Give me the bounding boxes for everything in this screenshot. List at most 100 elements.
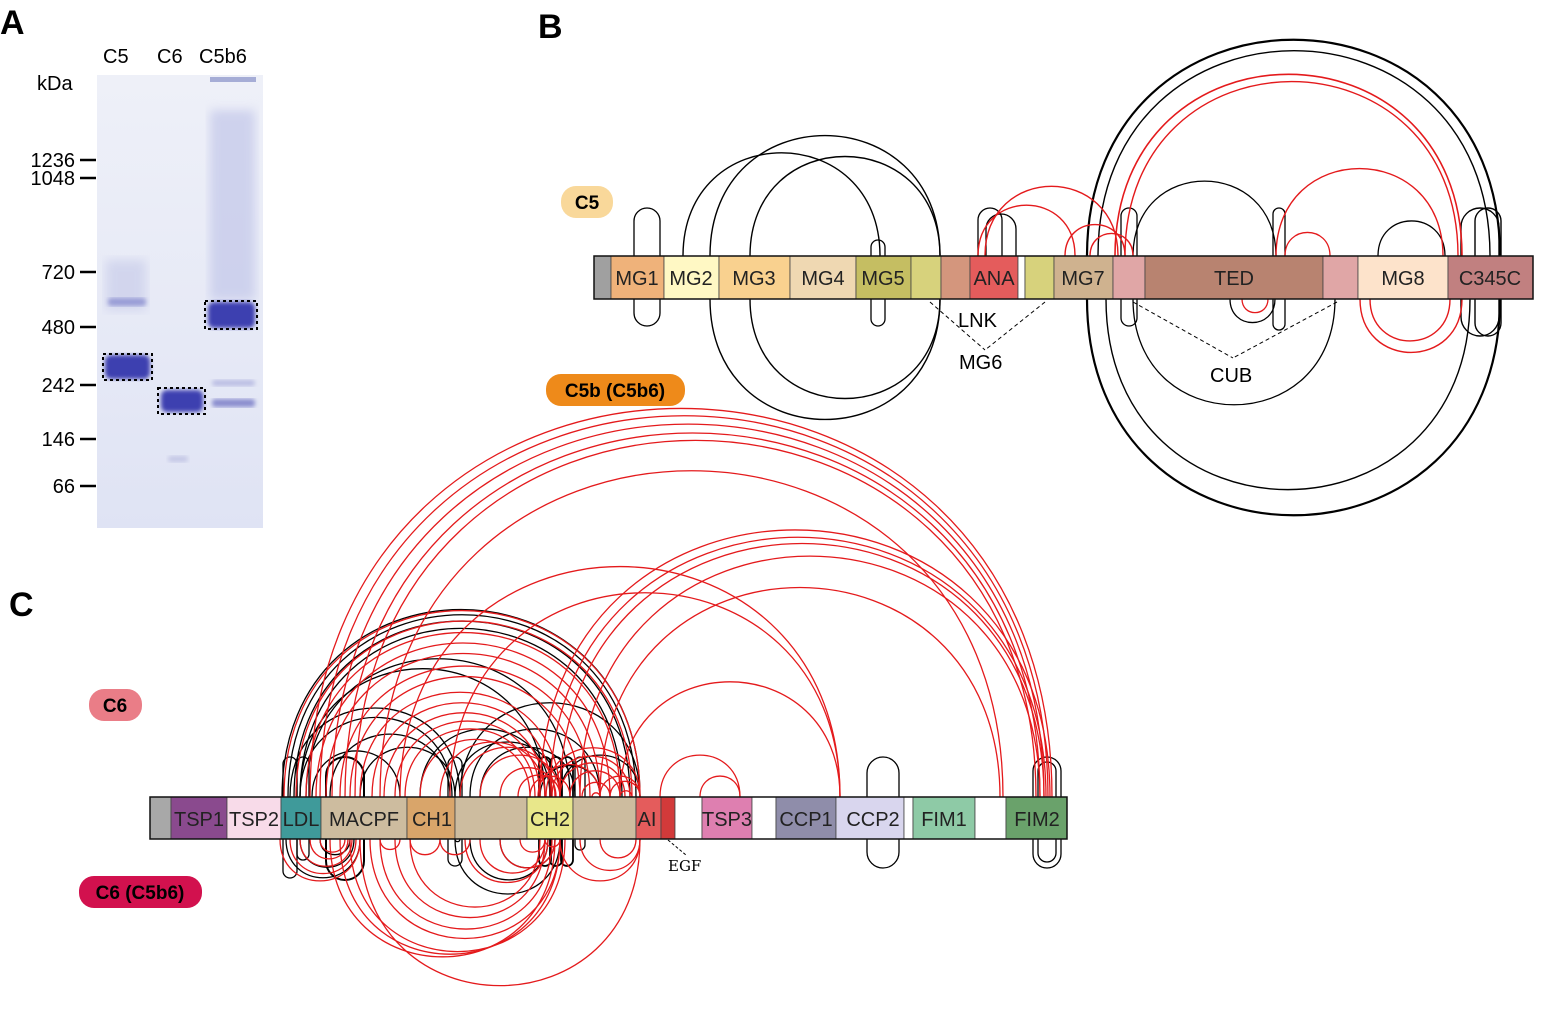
crosslink-arc-red: [349, 675, 581, 798]
domain-label-mg7: MG7: [1061, 268, 1104, 290]
crosslink-arc-red: [329, 838, 556, 958]
domain-label-mg5: MG5: [861, 268, 904, 290]
crosslink-arc: [469, 728, 601, 798]
marker-label: 66: [53, 476, 75, 498]
crosslink-arc-red: [517, 774, 561, 798]
domain-segment: [674, 796, 703, 840]
crosslink-arc-red: [545, 747, 641, 798]
crosslink-arc: [1132, 298, 1336, 406]
crosslink-arc-red: [394, 720, 541, 798]
crosslink-arc-red: [1284, 231, 1331, 257]
crosslink-arc-red: [325, 652, 601, 798]
crosslink-arc-red: [579, 838, 641, 872]
domain-label-ccp1: CCP1: [779, 809, 832, 831]
gel-band: [108, 298, 146, 306]
domain-label-mg4: MG4: [801, 268, 844, 290]
domain-segment: [940, 255, 971, 300]
crosslink-arc-red: [1064, 223, 1126, 257]
crosslink-arc: [1097, 50, 1491, 257]
egf-leader: [667, 839, 687, 856]
mg6-label: MG6: [959, 352, 1002, 374]
lane-label-c5b6: C5b6: [199, 46, 247, 68]
crosslink-arc: [305, 658, 571, 798]
gel-smear: [210, 110, 255, 300]
marker-label: 720: [42, 262, 75, 284]
crosslink-arc: [479, 746, 576, 798]
domain-segment: [835, 796, 905, 840]
crosslink-arc-red: [619, 681, 841, 798]
crosslink-arc-red: [984, 185, 1119, 257]
domain-segment: [1322, 255, 1359, 300]
panel-c-letter: C: [9, 586, 34, 624]
crosslink-arc-red: [369, 838, 561, 940]
crosslink-arc-red: [1241, 298, 1269, 314]
domain-segment: [1024, 255, 1055, 300]
domain-segment: [280, 796, 322, 840]
crosslink-arc-red: [559, 543, 1045, 798]
domain-segment: [969, 255, 1019, 300]
crosslink-arc: [749, 298, 941, 400]
domain-segment: [593, 255, 612, 300]
panel-c: C C6 C6 (C5b6) TSP1 TSP2 LDL MACPF CH1 CH2 AI T…: [9, 407, 1068, 987]
crosslink-arc-red: [581, 781, 611, 798]
domain-segment: [1053, 255, 1114, 300]
crosslink-arc-red: [409, 838, 541, 908]
crosslink-arc-red: [439, 741, 546, 798]
domain-segment: [1447, 255, 1534, 300]
crosslink-arc: [454, 838, 561, 895]
crosslink-arc: [299, 716, 453, 798]
crosslink-arcs-b: [633, 38, 1502, 517]
crosslink-arc-red: [344, 432, 1041, 798]
gel-well: [210, 77, 256, 82]
crosslink-arc-red: [459, 746, 556, 798]
domain-segment: [1017, 255, 1026, 300]
domain-label-tsp1: TSP1: [174, 809, 224, 831]
domain-label-ch1: CH1: [412, 809, 452, 831]
domain-segment: [572, 796, 637, 840]
crosslink-arc: [749, 155, 941, 257]
domain-label-tsp3: TSP3: [702, 809, 752, 831]
badge-c6: [89, 689, 142, 721]
domain-annotations-b: LNK MG6 CUB: [929, 301, 1338, 387]
crosslink-arc-red: [295, 620, 633, 798]
crosslink-arc-red: [977, 204, 1076, 257]
crosslink-arc-red: [319, 415, 1049, 798]
crosslink-arc-red: [1359, 298, 1463, 354]
unit-label: kDa: [37, 73, 73, 95]
crosslink-arc-red: [359, 838, 641, 987]
badge-c5: [561, 186, 613, 218]
domain-segment: [903, 796, 914, 840]
crosslink-arc-red: [283, 609, 641, 798]
domain-label-ldl: LDL: [283, 809, 320, 831]
domain-segment: [1144, 255, 1324, 300]
domain-bar-c: TSP1 TSP2 LDL MACPF CH1 CH2 AI TSP3 CCP1 CCP2 FIM1…: [149, 796, 1068, 840]
crosslink-arc-red: [419, 738, 531, 798]
domain-label-ccp2: CCP2: [846, 809, 899, 831]
crosslink-arc: [1085, 38, 1502, 257]
domain-label-fim2: FIM2: [1014, 809, 1060, 831]
domain-bar-outline: [593, 255, 1534, 300]
gel-band-c6: [161, 390, 203, 412]
domain-segment: [526, 796, 574, 840]
crosslink-arc-red: [1089, 232, 1134, 257]
crosslink-arc: [1229, 298, 1276, 324]
gel-band-c5b6: [208, 302, 255, 328]
domain-label-c345c: C345C: [1459, 268, 1521, 290]
crosslink-arc-red: [537, 764, 601, 798]
domain-segment: [660, 796, 676, 840]
marker-label: 480: [42, 317, 75, 339]
marker-label: 242: [42, 375, 75, 397]
crosslink-arc-red: [549, 536, 1047, 798]
crosslink-arc: [682, 152, 881, 257]
crosslink-arc-red: [349, 838, 566, 953]
crosslink-arc: [299, 627, 623, 798]
domain-label-mg2: MG2: [669, 268, 712, 290]
crosslink-arc-red: [379, 838, 401, 851]
crosslink-arc: [1085, 298, 1502, 517]
gel-band: [212, 380, 255, 386]
crosslink-arc-red: [1114, 73, 1463, 257]
domain-segment: [701, 796, 753, 840]
crosslink-arc-red: [331, 423, 1045, 798]
